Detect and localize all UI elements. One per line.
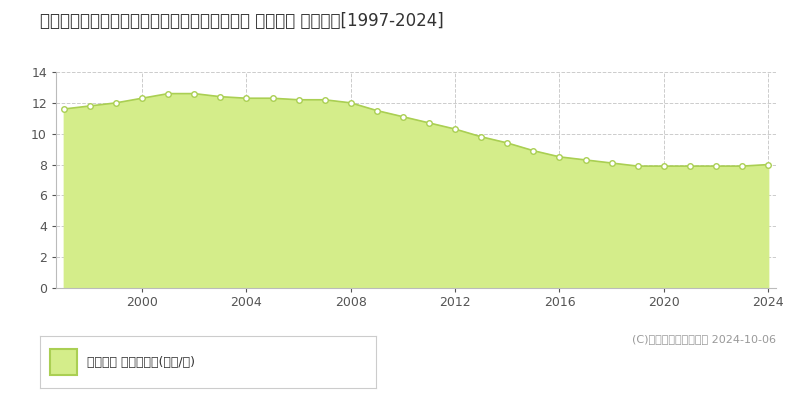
Point [162, 90, 174, 97]
Point [449, 126, 462, 132]
Point [188, 90, 201, 97]
Text: (C)土地価格ドットコム 2024-10-06: (C)土地価格ドットコム 2024-10-06 [632, 334, 776, 344]
Point [683, 163, 696, 169]
Point [370, 107, 383, 114]
Point [710, 163, 722, 169]
Point [631, 163, 644, 169]
Text: 岩手県胆沢郡金ケ崎町西根西地蔵野３８番４内 基準地価 地価推移[1997-2024]: 岩手県胆沢郡金ケ崎町西根西地蔵野３８番４内 基準地価 地価推移[1997-202… [40, 12, 444, 30]
Point [83, 103, 96, 109]
Point [762, 161, 774, 168]
Point [136, 95, 149, 102]
Point [292, 96, 305, 103]
Point [553, 154, 566, 160]
Point [501, 140, 514, 146]
Point [606, 160, 618, 166]
Point [579, 157, 592, 163]
Point [658, 163, 670, 169]
Point [110, 100, 122, 106]
Point [736, 163, 749, 169]
Point [214, 94, 226, 100]
Point [240, 95, 253, 102]
Point [318, 96, 331, 103]
Point [397, 114, 410, 120]
Bar [50, 349, 77, 375]
Point [266, 95, 279, 102]
Point [422, 120, 435, 126]
Text: 基準地価 平均坪単価(万円/坪): 基準地価 平均坪単価(万円/坪) [87, 356, 195, 368]
Point [475, 134, 488, 140]
Point [344, 100, 357, 106]
Point [58, 106, 70, 112]
Point [527, 148, 540, 154]
